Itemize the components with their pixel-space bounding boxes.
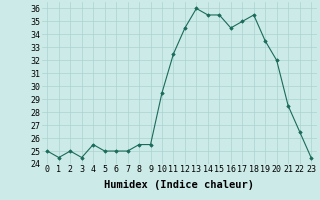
X-axis label: Humidex (Indice chaleur): Humidex (Indice chaleur) bbox=[104, 180, 254, 190]
